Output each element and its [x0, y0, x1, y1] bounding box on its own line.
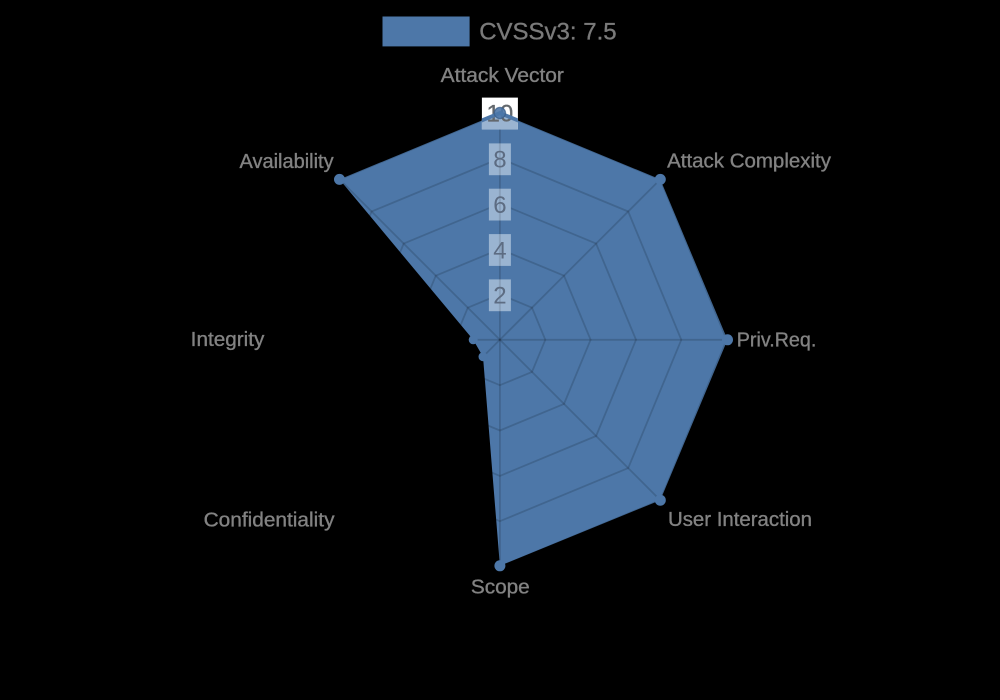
svg-text:Availability: Availability: [240, 151, 334, 173]
svg-text:CVSSv3: 7.5: CVSSv3: 7.5: [479, 19, 616, 46]
svg-text:2: 2: [493, 283, 506, 310]
svg-text:Attack Complexity: Attack Complexity: [667, 150, 831, 172]
svg-text:10: 10: [487, 100, 514, 127]
svg-text:6: 6: [493, 192, 506, 219]
svg-text:Scope: Scope: [471, 576, 530, 598]
svg-text:User Interaction: User Interaction: [668, 509, 812, 531]
svg-text:Integrity: Integrity: [191, 329, 265, 351]
svg-text:8: 8: [493, 147, 506, 174]
svg-text:Priv.Req.: Priv.Req.: [737, 329, 817, 351]
svg-text:Confidentiality: Confidentiality: [204, 509, 335, 531]
svg-text:4: 4: [493, 237, 506, 264]
svg-text:Attack Vector: Attack Vector: [441, 65, 565, 87]
